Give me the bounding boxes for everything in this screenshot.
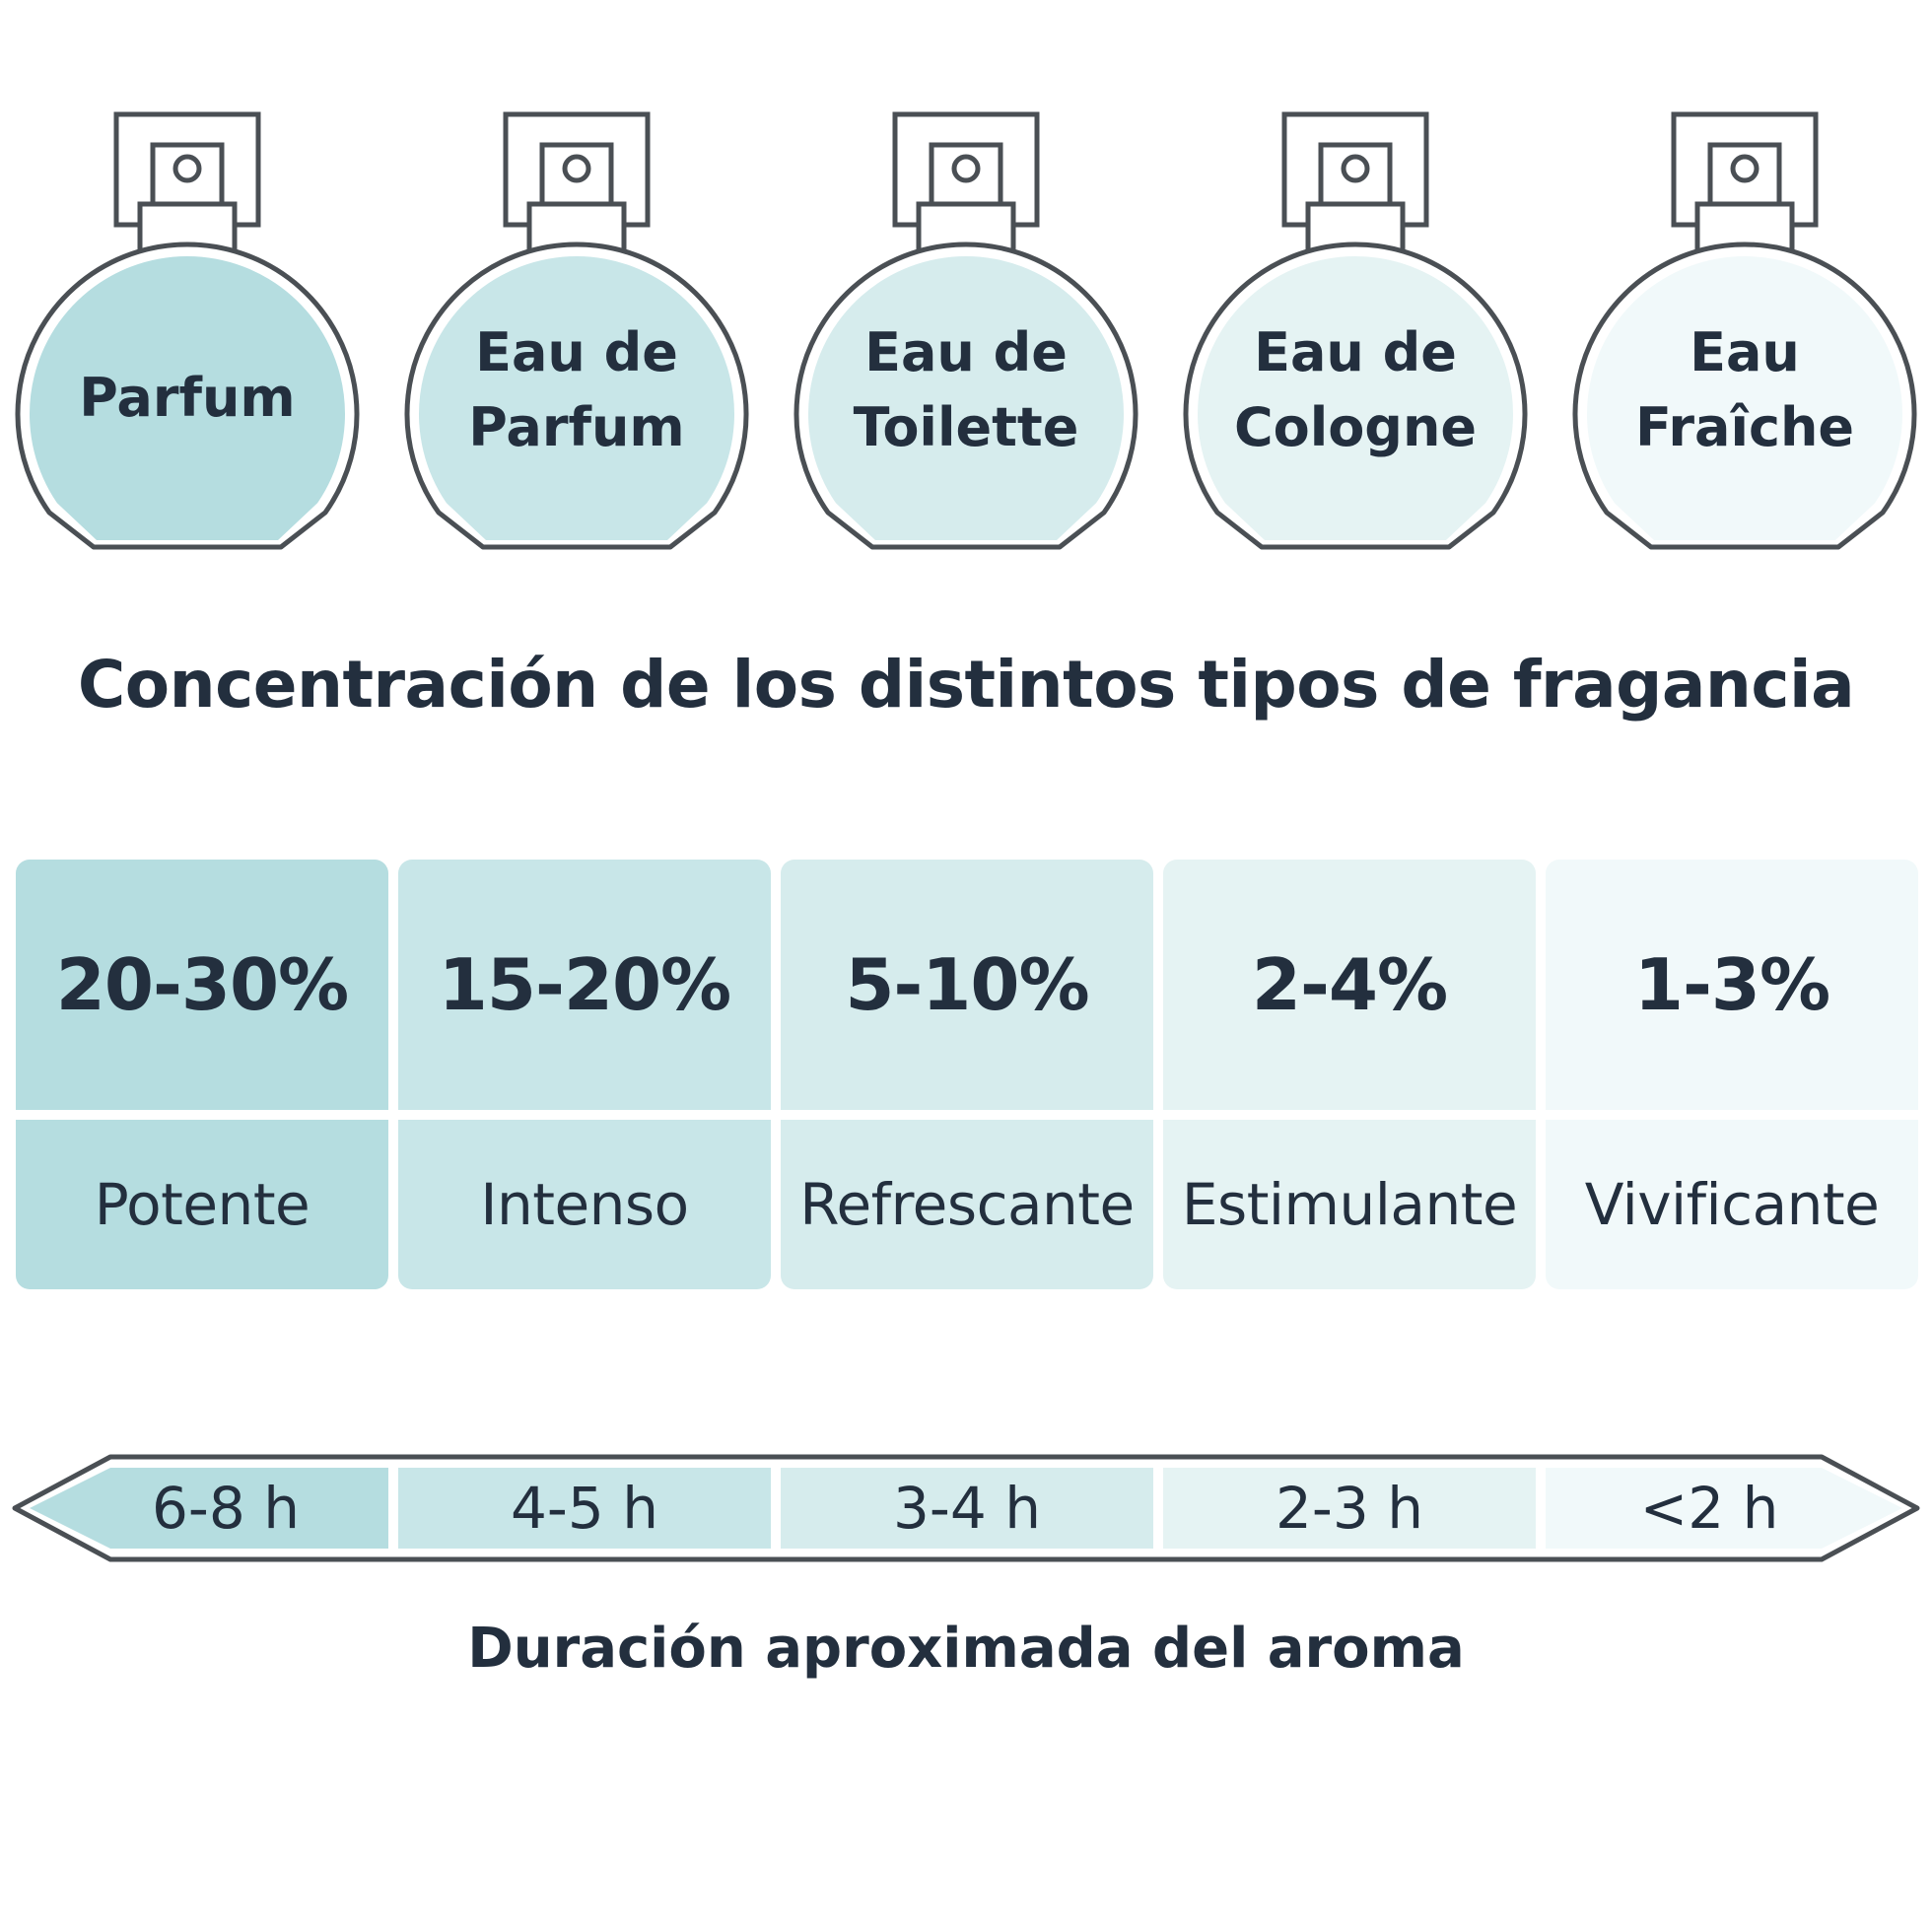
arrow-segment <box>30 1468 388 1549</box>
concentration-description: Estimulante <box>1181 1171 1518 1238</box>
arrow-segment <box>781 1468 1153 1549</box>
bottle-label-eau-de-cologne: Eau de Cologne <box>1208 315 1503 465</box>
bottle-label-line: Cologne <box>1233 396 1478 458</box>
bottle-label-line: Eau de <box>475 321 678 383</box>
concentration-description: Intenso <box>480 1171 689 1238</box>
page-title: Concentración de los distintos tipos de … <box>77 647 1855 723</box>
duration-label: 2-3 h <box>1276 1475 1423 1542</box>
duration-label: <2 h <box>1639 1475 1779 1542</box>
concentration-percent: 2-4% <box>1251 943 1448 1026</box>
duration-title: Duración aproximada del aroma <box>467 1617 1465 1681</box>
divider <box>16 1110 388 1120</box>
bottle-label-line: Eau de <box>864 321 1068 383</box>
bottle-icon <box>1183 111 1528 550</box>
divider <box>1163 1110 1536 1120</box>
concentration-percent: 20-30% <box>55 943 349 1026</box>
concentration-column: 2-4% Estimulante <box>1163 860 1536 1289</box>
bottle-label-eau-fraiche: Eau Fraîche <box>1597 315 1893 465</box>
bottle-label-eau-de-parfum: Eau de Parfum <box>429 315 724 465</box>
bottle-label-line: Eau de <box>1254 321 1457 383</box>
bottle-label-line: Parfum <box>79 367 296 429</box>
divider <box>1546 1110 1918 1120</box>
concentration-description: Refrescante <box>799 1171 1135 1238</box>
bottles-illustration <box>15 111 1917 550</box>
bottle-label-line: Parfum <box>468 396 685 458</box>
divider <box>781 1110 1153 1120</box>
concentration-percent: 1-3% <box>1633 943 1830 1026</box>
bottle-icon <box>15 111 360 550</box>
arrow-segment <box>1546 1468 1902 1549</box>
bottle-label-line: Toilette <box>853 396 1079 458</box>
concentration-percent: 5-10% <box>845 943 1089 1026</box>
bottle-icon <box>404 111 749 550</box>
concentration-percent: 15-20% <box>438 943 731 1026</box>
duration-label: 3-4 h <box>893 1475 1041 1542</box>
concentration-column: 1-3% Vivificante <box>1546 860 1918 1289</box>
arrow-segment <box>398 1468 771 1549</box>
concentration-description: Potente <box>94 1171 310 1238</box>
concentration-column: 20-30% Potente <box>16 860 388 1289</box>
concentration-column: 5-10% Refrescante <box>781 860 1153 1289</box>
bottle-icon <box>1572 111 1917 550</box>
duration-label: 6-8 h <box>152 1475 300 1542</box>
concentration-description: Vivificante <box>1584 1171 1880 1238</box>
bottle-label-line: Fraîche <box>1634 396 1855 458</box>
bottle-label-eau-de-toilette: Eau de Toilette <box>818 315 1114 465</box>
arrow-segment <box>1163 1468 1536 1549</box>
divider <box>398 1110 771 1120</box>
duration-label: 4-5 h <box>511 1475 658 1542</box>
bottle-label-line: Eau <box>1690 321 1800 383</box>
bottle-label-parfum: Parfum <box>39 361 335 436</box>
duration-arrow <box>12 1454 1920 1562</box>
bottle-icon <box>794 111 1138 550</box>
concentration-column: 15-20% Intenso <box>398 860 771 1289</box>
